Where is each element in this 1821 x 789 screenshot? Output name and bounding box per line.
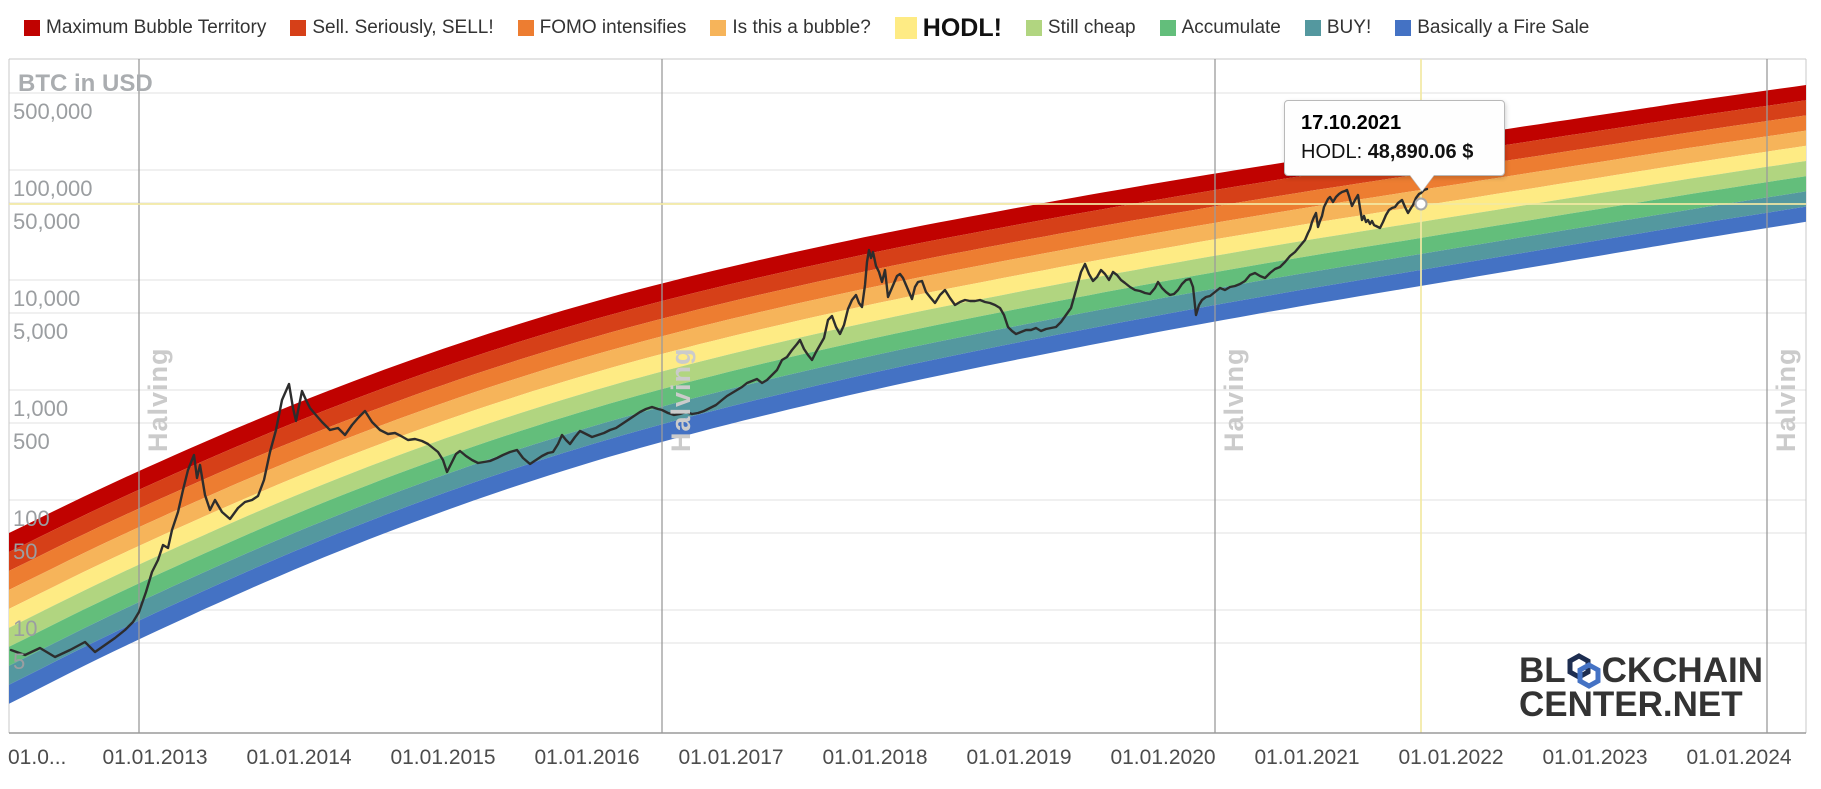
logo-line2: CENTER.NET bbox=[1518, 685, 1763, 724]
x-tick-label: 01.01.2020 bbox=[1110, 746, 1216, 769]
legend-swatch-icon bbox=[1304, 20, 1321, 36]
tooltip-value: 48,890.06 $ bbox=[1367, 141, 1474, 163]
x-tick-label: 01.01.2013 bbox=[102, 746, 208, 769]
x-tick-label: 01.01.2019 bbox=[966, 746, 1072, 769]
x-tick-label: 01.01.2022 bbox=[1398, 746, 1504, 769]
x-tick-label: 01.01.2016 bbox=[534, 746, 640, 769]
logo-text-ckchain: CKCHAIN bbox=[1601, 651, 1763, 690]
halving-rotated-label: Halving bbox=[143, 347, 173, 452]
x-tick-label: 01.01.2014 bbox=[246, 746, 352, 769]
legend-swatch-icon bbox=[1159, 20, 1176, 36]
legend-item-fomo-intensifies[interactable]: FOMO intensifies bbox=[517, 17, 687, 39]
x-tick-label: 01.01.2018 bbox=[822, 746, 928, 769]
y-tick-label: 10 bbox=[13, 616, 38, 641]
y-tick-label: 5 bbox=[13, 649, 26, 674]
x-tick-label: 01.01.2021 bbox=[1254, 746, 1360, 769]
y-tick-label: 5,000 bbox=[13, 319, 69, 344]
y-tick-label: 100,000 bbox=[13, 176, 93, 201]
y-tick-label: 100 bbox=[13, 506, 50, 531]
legend-swatch-icon bbox=[290, 20, 307, 36]
y-axis-title: BTC in USD bbox=[18, 70, 153, 97]
y-tick-label: 500 bbox=[13, 429, 50, 454]
legend-item-maximum-bubble-territory[interactable]: Maximum Bubble Territory bbox=[24, 17, 266, 39]
legend-label: Still cheap bbox=[1047, 17, 1136, 38]
x-tick-label: 01.0... bbox=[8, 746, 67, 769]
x-tick-label: 01.01.2015 bbox=[390, 746, 496, 769]
legend-item-sell-seriously-sell[interactable]: Sell. Seriously, SELL! bbox=[290, 17, 494, 39]
legend-label: HODL! bbox=[922, 13, 1002, 42]
legend-label: BUY! bbox=[1326, 17, 1372, 38]
tooltip-date: 17.10.2021 bbox=[1301, 112, 1402, 134]
legend-label: Sell. Seriously, SELL! bbox=[312, 17, 494, 38]
hover-point-marker[interactable] bbox=[1414, 197, 1428, 211]
legend-item-hodl[interactable]: HODL! bbox=[894, 13, 1002, 43]
y-tick-label: 50,000 bbox=[13, 209, 81, 234]
legend-swatch-icon bbox=[24, 20, 40, 36]
legend-label: Maximum Bubble Territory bbox=[46, 17, 267, 38]
tooltip-value-line: HODL: 48,890.06 $ bbox=[1301, 141, 1488, 164]
hexagon-logo-icon bbox=[1567, 653, 1601, 689]
y-tick-label: 10,000 bbox=[13, 286, 81, 311]
legend-item-still-cheap[interactable]: Still cheap bbox=[1025, 17, 1136, 39]
btc-price-line[interactable] bbox=[9, 187, 1429, 659]
legend-label: Accumulate bbox=[1181, 17, 1281, 38]
legend-item-is-this-a-bubble[interactable]: Is this a bubble? bbox=[710, 17, 871, 39]
legend-swatch-icon bbox=[894, 17, 917, 39]
logo-text-centernet: CENTER.NET bbox=[1518, 685, 1743, 724]
y-tick-label: 500,000 bbox=[13, 99, 93, 124]
halving-rotated-label: Halving bbox=[1219, 347, 1249, 452]
legend-item-accumulate[interactable]: Accumulate bbox=[1159, 17, 1281, 39]
logo-line1: BL CKCHAIN bbox=[1519, 653, 1763, 689]
legend-swatch-icon bbox=[1395, 20, 1412, 36]
tooltip: 17.10.2021 HODL: 48,890.06 $ bbox=[1284, 100, 1505, 191]
tooltip-pointer bbox=[1410, 175, 1434, 191]
tooltip-series-label: HODL: bbox=[1301, 141, 1363, 163]
legend-label: Basically a Fire Sale bbox=[1417, 17, 1590, 38]
legend-swatch-icon bbox=[517, 20, 534, 36]
x-tick-label: 01.01.2017 bbox=[678, 746, 784, 769]
legend-swatch-icon bbox=[1025, 20, 1042, 36]
legend-label: Is this a bubble? bbox=[732, 17, 871, 38]
logo-blockchaincenter: BL CKCHAIN CENTER.NET bbox=[1518, 653, 1763, 724]
x-tick-label: 01.01.2024 bbox=[1686, 746, 1792, 769]
y-tick-label: 50 bbox=[13, 539, 38, 564]
legend-item-basically-a-fire-sale[interactable]: Basically a Fire Sale bbox=[1395, 17, 1589, 39]
legend-item-buy[interactable]: BUY! bbox=[1304, 17, 1372, 39]
halving-rotated-label: Halving bbox=[666, 347, 696, 452]
legend-label: FOMO intensifies bbox=[539, 17, 687, 38]
halving-rotated-label: Halving bbox=[1771, 347, 1801, 452]
x-tick-label: 01.01.2023 bbox=[1542, 746, 1648, 769]
legend: Maximum Bubble Territory Sell. Seriously,… bbox=[24, 8, 1589, 48]
logo-text-bl: BL bbox=[1518, 651, 1566, 690]
legend-swatch-icon bbox=[710, 20, 727, 36]
y-tick-label: 1,000 bbox=[13, 396, 69, 421]
